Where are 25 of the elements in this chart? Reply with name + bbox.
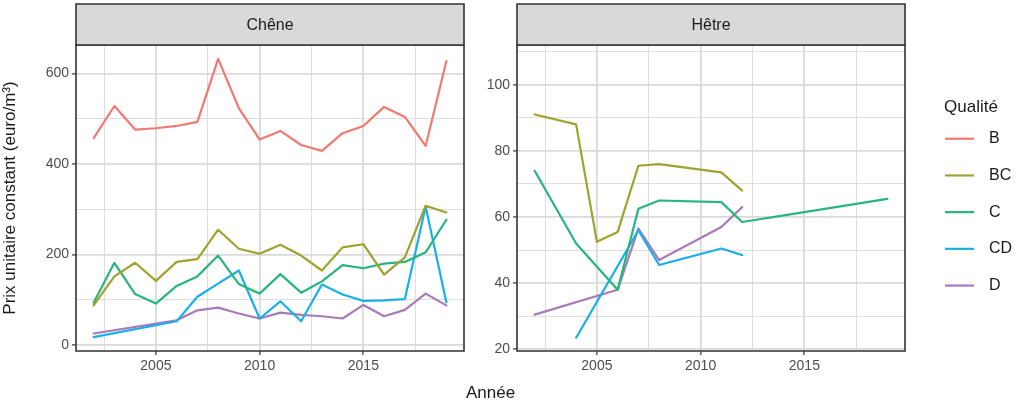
x-tick-label: 2010 bbox=[244, 357, 276, 374]
legend-label: D bbox=[989, 275, 1001, 293]
y-tick-label: 40 bbox=[494, 274, 511, 291]
x-tick-label: 2015 bbox=[788, 357, 821, 374]
y-tick-label: 80 bbox=[494, 141, 511, 158]
x-axis-title: Année bbox=[466, 383, 516, 403]
chart-title: Hêtre bbox=[691, 15, 731, 33]
y-tick-label: 20 bbox=[494, 340, 511, 357]
legend-title: Qualité bbox=[944, 97, 998, 117]
legend-label: B bbox=[989, 129, 1000, 147]
y-tick-label: 600 bbox=[45, 64, 70, 81]
y-tick-label: 0 bbox=[61, 336, 70, 353]
legend-label: C bbox=[989, 202, 1001, 220]
x-tick-label: 2005 bbox=[140, 357, 172, 374]
y-tick-label: 60 bbox=[494, 207, 511, 224]
y-tick-label: 400 bbox=[45, 154, 70, 171]
legend-label: BC bbox=[989, 165, 1012, 183]
y-tick-label: 200 bbox=[45, 245, 70, 262]
legend-label: CD bbox=[989, 239, 1013, 257]
chart-title: Chêne bbox=[246, 15, 294, 33]
x-tick-label: 2015 bbox=[347, 357, 380, 374]
y-axis-title: Prix unitaire constant (euro/m³) bbox=[0, 81, 19, 315]
x-tick-label: 2010 bbox=[685, 357, 717, 374]
x-tick-label: 2005 bbox=[581, 357, 613, 374]
y-tick-label: 100 bbox=[486, 75, 511, 92]
